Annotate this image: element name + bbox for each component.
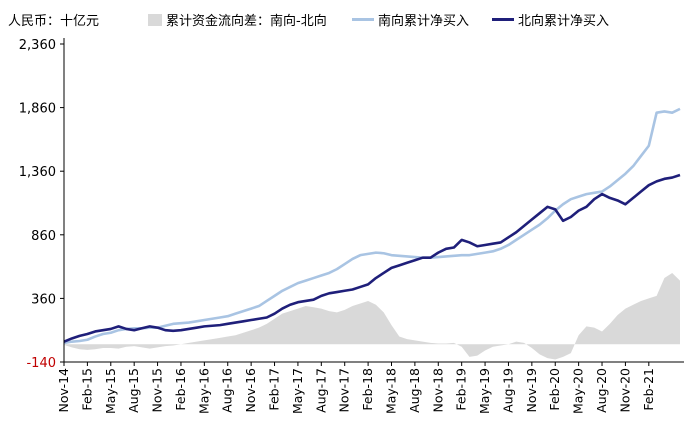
x-tick-label: Feb-15: [79, 368, 94, 411]
x-tick-label: Aug-16: [220, 368, 235, 413]
x-tick-label: May-19: [477, 368, 492, 414]
x-tick-label: Feb-17: [267, 368, 282, 411]
legend-swatch-south: [352, 18, 374, 21]
x-tick-label: Aug-19: [500, 368, 515, 413]
x-tick-label: Aug-15: [126, 368, 141, 413]
series-line-north: [63, 173, 681, 343]
y-tick-label: -140: [26, 356, 56, 371]
series-area-flow-diff: [64, 272, 680, 360]
series-line-south: [63, 107, 681, 345]
legend-label-south: 南向累计净买入: [378, 14, 470, 29]
x-tick-label: Nov-16: [243, 368, 258, 413]
legend-item-south: 南向累计净买入: [352, 10, 469, 29]
x-tick-label: Feb-18: [360, 368, 375, 411]
unit-label: 人民币：十亿元: [8, 14, 100, 29]
x-tick-label: Feb-20: [547, 368, 562, 411]
x-tick-label: Nov-19: [524, 368, 539, 413]
y-tick-label: 1,360: [19, 165, 56, 180]
x-tick-label: Nov-14: [56, 368, 71, 413]
legend: 人民币：十亿元 累计资金流向差：南向-北向 南向累计净买入 北向累计净买入: [0, 8, 693, 29]
x-tick-label: Aug-18: [407, 368, 422, 413]
x-tick-label: Nov-17: [337, 368, 352, 412]
x-tick-label: May-17: [290, 368, 305, 414]
x-tick-label: Aug-17: [313, 368, 328, 413]
y-tick-label: 1,860: [19, 102, 56, 117]
legend-swatch-north: [492, 18, 514, 21]
x-tick-label: Nov-20: [617, 368, 632, 413]
y-tick-label: 860: [31, 229, 56, 244]
legend-swatch-area: [148, 14, 162, 26]
x-tick-label: Aug-20: [594, 368, 609, 413]
legend-item-north: 北向累计净买入: [492, 10, 609, 29]
y-tick-label: 360: [31, 292, 56, 307]
legend-label-north: 北向累计净买入: [518, 14, 610, 29]
x-tick-label: May-15: [103, 368, 118, 414]
x-tick-label: Nov-18: [430, 368, 445, 413]
x-tick-label: Nov-15: [150, 368, 165, 412]
legend-item-area: 累计资金流向差：南向-北向: [148, 10, 327, 29]
x-tick-label: Feb-16: [173, 368, 188, 411]
y-tick-label: 2,360: [19, 38, 56, 53]
x-tick-label: Feb-21: [641, 368, 656, 411]
legend-label-area: 累计资金流向差：南向-北向: [166, 14, 327, 29]
x-tick-label: May-16: [196, 368, 211, 414]
x-tick-label: Feb-19: [454, 368, 469, 411]
x-tick-label: May-20: [571, 368, 586, 414]
x-tick-label: May-18: [383, 368, 398, 414]
